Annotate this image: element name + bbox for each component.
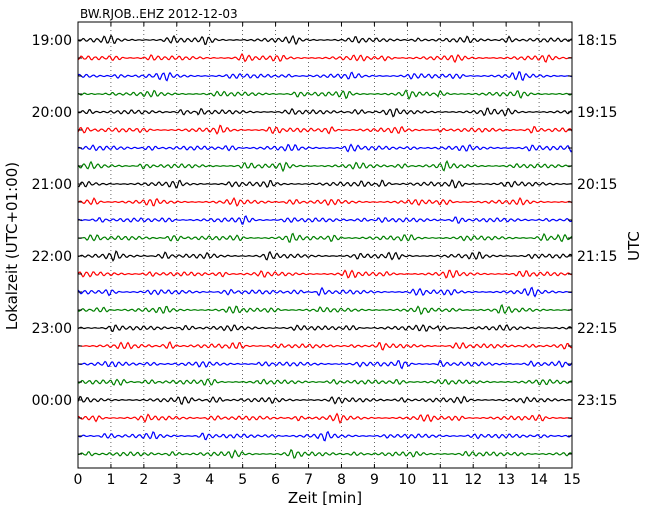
trace-line-17 <box>77 324 573 333</box>
x-tick-label: 6 <box>271 472 280 488</box>
x-tick-label: 9 <box>370 472 379 488</box>
trace-line-5 <box>77 107 573 118</box>
x-tick-label: 13 <box>497 472 515 488</box>
x-tick-label: 7 <box>304 472 313 488</box>
trace-line-19 <box>77 359 573 370</box>
trace-line-11 <box>77 215 573 225</box>
plot-frame <box>77 21 573 469</box>
y-tick-label-right: 22:15 <box>577 321 617 337</box>
axis-ticks <box>77 22 573 468</box>
x-tick-label: 15 <box>563 472 581 488</box>
x-tick-label: 14 <box>530 472 548 488</box>
trace-line-16 <box>77 303 573 316</box>
trace-line-21 <box>77 395 573 405</box>
seismic-traces <box>77 34 573 459</box>
trace-line-4 <box>77 89 573 101</box>
chart-title: BW.RJOB..EHZ 2012-12-03 <box>80 7 238 21</box>
trace-line-10 <box>77 196 573 207</box>
x-tick-label: 12 <box>464 472 482 488</box>
y-axis-label-left: Lokalzeit (UTC+01:00) <box>3 162 21 330</box>
y-tick-label-right: 19:15 <box>577 105 617 121</box>
y-tick-label-left: 21:00 <box>32 177 72 193</box>
trace-line-22 <box>77 412 573 425</box>
y-axis-label-right: UTC <box>625 231 643 261</box>
trace-line-8 <box>77 160 573 173</box>
trace-line-15 <box>77 286 573 298</box>
y-tick-label-right: 21:15 <box>577 249 617 265</box>
y-tick-label-right: 23:15 <box>577 393 617 409</box>
y-tick-label-left: 19:00 <box>32 33 72 49</box>
y-tick-label-left: 23:00 <box>32 321 72 337</box>
x-tick-label: 0 <box>74 472 83 488</box>
y-tick-label-left: 20:00 <box>32 105 72 121</box>
x-tick-label: 10 <box>398 472 416 488</box>
trace-line-23 <box>77 430 573 442</box>
trace-line-14 <box>77 269 573 279</box>
trace-line-18 <box>77 340 573 351</box>
y-tick-label-right: 20:15 <box>577 177 617 193</box>
x-tick-label: 2 <box>139 472 148 488</box>
trace-line-12 <box>77 232 573 243</box>
x-tick-label: 1 <box>106 472 115 488</box>
trace-line-6 <box>77 124 573 135</box>
trace-line-3 <box>77 71 573 82</box>
tick-labels: 0 1 2 3 4 5 6 7 8 9 10 11 12 13 14 1519:0020:0021:0022:… <box>32 33 618 488</box>
x-tick-label: 5 <box>238 472 247 488</box>
trace-line-13 <box>77 250 573 262</box>
trace-line-1 <box>77 34 573 46</box>
trace-line-7 <box>77 143 573 153</box>
trace-line-9 <box>77 179 573 189</box>
y-tick-label-right: 18:15 <box>577 33 617 49</box>
x-tick-label: 8 <box>337 472 346 488</box>
y-tick-label-left: 22:00 <box>32 249 72 265</box>
x-tick-label: 3 <box>172 472 181 488</box>
trace-line-24 <box>77 448 573 459</box>
trace-line-2 <box>77 52 573 64</box>
x-axis-label: Zeit [min] <box>288 489 362 507</box>
x-tick-label: 11 <box>431 472 449 488</box>
y-tick-label-left: 00:00 <box>32 393 72 409</box>
x-tick-label: 4 <box>205 472 214 488</box>
trace-line-20 <box>77 378 573 386</box>
